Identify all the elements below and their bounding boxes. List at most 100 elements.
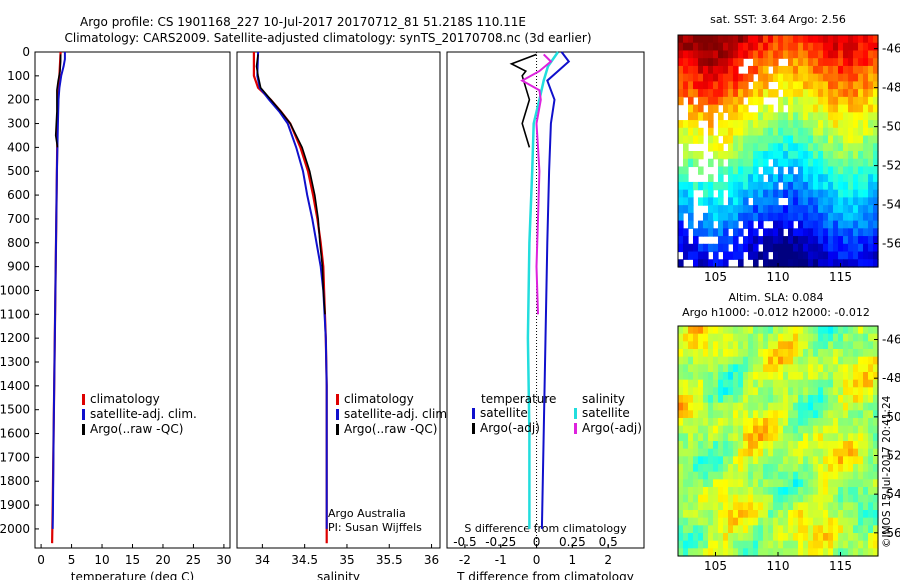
map-cell [768, 259, 774, 268]
map-cell [738, 502, 744, 511]
map-cell [828, 42, 834, 52]
map-y-tick-label: -48 [882, 371, 900, 385]
map-cell [853, 372, 859, 381]
map-cell [738, 112, 744, 121]
map-cell [743, 487, 749, 496]
map-cell [808, 517, 814, 526]
map-cell [808, 418, 814, 427]
map-cell [818, 540, 824, 549]
map-y-tick-label: -48 [882, 81, 900, 95]
sst-map-title: sat. SST: 3.64 Argo: 2.56 [710, 13, 846, 26]
map-cell [803, 127, 809, 137]
map-cell [713, 356, 719, 365]
map-cell [808, 243, 814, 253]
map-cell [783, 448, 789, 457]
map-cell [718, 120, 724, 129]
map-cell [693, 387, 699, 396]
map-cell [693, 127, 699, 137]
map-cell [848, 81, 854, 90]
map-cell [828, 464, 834, 473]
map-cell [718, 236, 724, 245]
map-cell [823, 181, 829, 191]
map-cell [848, 228, 854, 237]
map-cell [758, 333, 764, 342]
map-cell [733, 379, 739, 388]
map-cell [798, 135, 804, 144]
map-cell [803, 197, 809, 206]
map-cell [843, 425, 849, 434]
map-cell [783, 441, 789, 450]
map-cell [728, 441, 734, 450]
map-cell [853, 387, 859, 396]
map-cell [828, 372, 834, 381]
map-cell [708, 418, 714, 427]
map-cell [688, 548, 694, 557]
map-cell [863, 548, 869, 557]
map-cell [743, 135, 749, 144]
map-cell [828, 35, 834, 44]
map-cell [748, 65, 754, 75]
map-cell [763, 510, 769, 519]
map-cell [838, 395, 844, 404]
map-cell [798, 143, 804, 152]
map-cell [808, 379, 814, 388]
map-cell [738, 364, 744, 373]
map-cell [738, 135, 744, 144]
map-cell [698, 96, 704, 106]
map-cell [808, 143, 814, 152]
map-cell [863, 517, 869, 526]
map-cell [873, 89, 879, 98]
map-cell [778, 35, 784, 44]
map-cell [868, 349, 874, 358]
map-cell [858, 197, 864, 206]
map-cell [683, 525, 689, 534]
map-cell [808, 502, 814, 511]
map-cell [748, 395, 754, 404]
map-cell [818, 81, 824, 90]
map-cell [703, 112, 709, 121]
map-cell [748, 517, 754, 526]
map-cell [748, 533, 754, 542]
map-cell [688, 395, 694, 404]
map-cell [783, 464, 789, 473]
map-cell [748, 89, 754, 98]
map-cell [853, 166, 859, 175]
map-cell [828, 251, 834, 260]
map-cell [788, 174, 794, 183]
map-cell [833, 127, 839, 137]
map-cell [753, 487, 759, 496]
map-cell [828, 112, 834, 121]
map-cell [853, 212, 859, 222]
map-cell [778, 349, 784, 358]
map-cell [748, 372, 754, 381]
map-cell [833, 104, 839, 113]
map-cell [833, 379, 839, 388]
map-cell [863, 379, 869, 388]
map-cell [708, 259, 714, 268]
map-cell [713, 104, 719, 113]
map-cell [818, 96, 824, 106]
map-cell [863, 387, 869, 396]
map-cell [848, 166, 854, 175]
map-cell [783, 189, 789, 198]
map-cell [853, 73, 859, 82]
map-cell [818, 42, 824, 52]
map-cell [858, 228, 864, 237]
map-cell [778, 502, 784, 511]
map-cell [713, 379, 719, 388]
map-cell [758, 58, 764, 67]
map-cell [693, 243, 699, 253]
map-cell [763, 259, 769, 268]
map-cell [848, 333, 854, 342]
map-cell [808, 58, 814, 67]
map-cell [793, 112, 799, 121]
salinity-panel: 34 34.5 35 35.5 36salinityclimatologysatelli… [236, 51, 451, 580]
map-cell [768, 341, 774, 350]
map-cell [768, 494, 774, 503]
map-cell [703, 189, 709, 198]
map-cell [738, 441, 744, 450]
map-cell [873, 372, 879, 381]
map-cell [728, 471, 734, 480]
map-cell [818, 58, 824, 67]
map-cell [753, 243, 759, 253]
